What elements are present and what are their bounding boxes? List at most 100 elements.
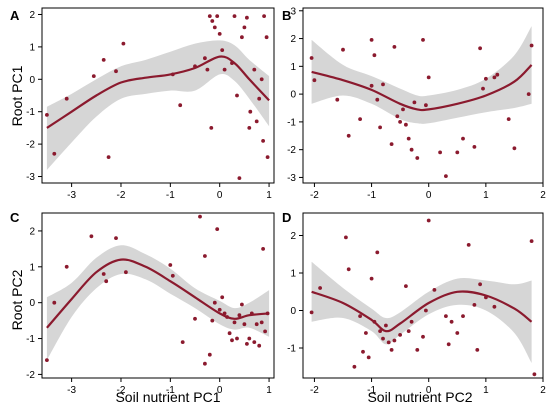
data-point bbox=[375, 97, 380, 102]
data-point bbox=[358, 117, 362, 121]
x-tick-label: -2 bbox=[117, 190, 126, 201]
data-point bbox=[230, 338, 234, 343]
data-point bbox=[415, 348, 420, 352]
y-tick-label: 0 bbox=[290, 306, 296, 317]
panel-letter: D bbox=[282, 210, 291, 225]
data-point bbox=[381, 336, 385, 341]
y-tick-label: 2 bbox=[290, 231, 296, 242]
data-point bbox=[424, 308, 428, 313]
data-point bbox=[475, 348, 480, 352]
confidence-band bbox=[46, 40, 270, 170]
data-point bbox=[309, 310, 314, 315]
data-point bbox=[438, 150, 442, 155]
data-point bbox=[207, 14, 212, 18]
data-point bbox=[386, 340, 391, 345]
data-point bbox=[381, 82, 385, 87]
data-point bbox=[424, 103, 428, 108]
x-tick-label: 1 bbox=[483, 385, 489, 396]
data-point bbox=[404, 284, 408, 288]
data-point bbox=[484, 76, 488, 81]
data-point bbox=[235, 93, 239, 98]
data-point bbox=[264, 35, 269, 40]
data-point bbox=[235, 336, 239, 341]
y-tick-label: 3 bbox=[290, 6, 296, 17]
data-point bbox=[512, 146, 517, 151]
x-tick-label: -1 bbox=[166, 190, 175, 201]
data-point bbox=[209, 126, 214, 130]
y-axis-label-bottom: Root PC2 bbox=[9, 269, 25, 330]
y-tick-label: -1 bbox=[287, 117, 296, 128]
panel-b: -2 -1 0 1 2 -3 -2 -1 0 1 2 3B bbox=[282, 6, 546, 201]
data-point bbox=[248, 109, 253, 114]
y-tick-label: -2 bbox=[26, 370, 35, 381]
x-axis-label-right: Soil nutrient PC2 bbox=[367, 389, 472, 405]
data-point bbox=[398, 120, 402, 124]
fit-line bbox=[46, 258, 270, 329]
data-point bbox=[203, 254, 207, 258]
data-point bbox=[395, 114, 400, 119]
data-point bbox=[404, 122, 408, 127]
data-point bbox=[91, 74, 96, 78]
data-point bbox=[446, 342, 451, 347]
data-point bbox=[506, 117, 511, 121]
y-tick-label: 0 bbox=[29, 298, 35, 309]
data-point bbox=[245, 342, 249, 346]
y-tick-label: -2 bbox=[26, 140, 35, 151]
data-point bbox=[104, 279, 109, 284]
x-tick-label: 0 bbox=[217, 385, 223, 396]
data-point bbox=[198, 214, 202, 219]
data-point bbox=[89, 234, 94, 239]
data-point bbox=[205, 67, 210, 72]
data-point bbox=[240, 302, 244, 307]
data-point bbox=[210, 19, 215, 23]
data-point bbox=[478, 46, 482, 51]
data-point bbox=[193, 316, 197, 321]
data-point bbox=[252, 340, 257, 344]
data-point bbox=[378, 125, 382, 130]
y-tick-label: 1 bbox=[29, 262, 35, 273]
panel-letter: A bbox=[10, 8, 20, 23]
data-point bbox=[101, 58, 106, 62]
data-point bbox=[526, 92, 531, 96]
data-point bbox=[409, 147, 414, 152]
x-tick-label: 0 bbox=[217, 190, 223, 201]
data-point bbox=[261, 139, 265, 143]
data-point bbox=[232, 14, 237, 18]
data-point bbox=[398, 333, 402, 337]
data-point bbox=[254, 119, 259, 124]
data-point bbox=[232, 320, 237, 325]
x-tick-label: -1 bbox=[367, 190, 376, 201]
data-point bbox=[45, 113, 49, 117]
data-point bbox=[361, 349, 365, 354]
data-point bbox=[461, 136, 465, 141]
data-point bbox=[203, 56, 207, 61]
x-tick-label: 1 bbox=[266, 385, 272, 396]
data-point bbox=[242, 25, 247, 30]
data-point bbox=[472, 303, 477, 307]
data-point bbox=[406, 136, 411, 141]
confidence-band bbox=[46, 245, 270, 361]
data-point bbox=[45, 358, 49, 362]
data-point bbox=[207, 352, 212, 357]
data-point bbox=[114, 236, 118, 241]
data-point bbox=[259, 77, 264, 82]
data-point bbox=[392, 45, 397, 49]
panel-d: -2 -1 0 1 2 -1 0 1 2 D bbox=[282, 210, 546, 396]
panel-frame bbox=[41, 212, 275, 379]
data-point bbox=[472, 145, 477, 149]
y-tick-label: 2 bbox=[29, 10, 35, 21]
data-point bbox=[389, 348, 394, 352]
data-point bbox=[406, 329, 411, 333]
data-point bbox=[366, 355, 371, 360]
x-tick-label: 1 bbox=[483, 190, 489, 201]
y-axis-label-top: Root PC1 bbox=[9, 65, 25, 126]
data-point bbox=[265, 155, 270, 160]
data-point bbox=[415, 156, 420, 160]
data-point bbox=[412, 100, 417, 105]
x-tick-label: 1 bbox=[266, 190, 272, 201]
data-point bbox=[341, 47, 345, 52]
y-tick-label: 1 bbox=[290, 62, 296, 73]
data-point bbox=[64, 264, 69, 269]
data-point bbox=[369, 83, 374, 88]
